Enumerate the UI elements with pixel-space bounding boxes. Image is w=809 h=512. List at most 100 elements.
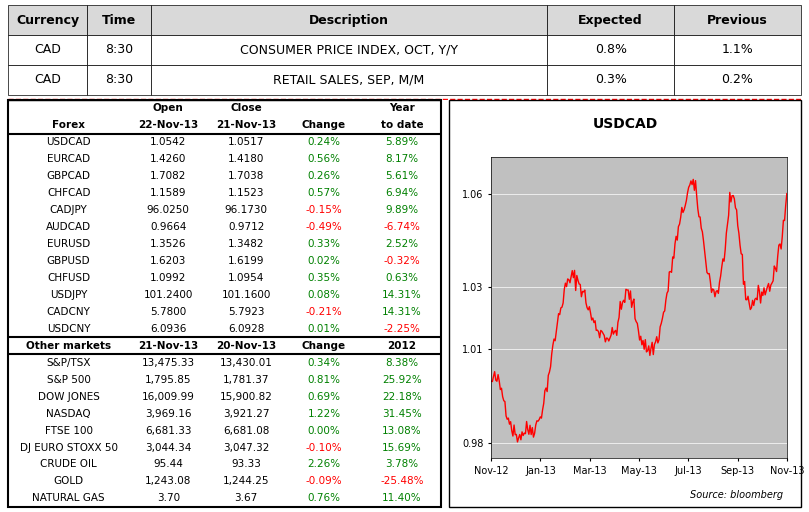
Text: 20-Nov-13: 20-Nov-13 [216, 341, 276, 351]
FancyBboxPatch shape [129, 456, 207, 473]
FancyBboxPatch shape [285, 321, 363, 337]
Text: 1.1%: 1.1% [722, 44, 753, 56]
Text: CONSUMER PRICE INDEX, OCT, Y/Y: CONSUMER PRICE INDEX, OCT, Y/Y [240, 44, 458, 56]
Text: 2012: 2012 [388, 341, 417, 351]
Text: 101.2400: 101.2400 [143, 290, 193, 300]
Text: 13,430.01: 13,430.01 [220, 358, 273, 368]
Text: 11.40%: 11.40% [382, 494, 421, 503]
Text: CAD: CAD [34, 73, 61, 87]
Text: CAD: CAD [34, 44, 61, 56]
Text: 22.18%: 22.18% [382, 392, 421, 401]
Text: 8:30: 8:30 [105, 44, 133, 56]
FancyBboxPatch shape [8, 168, 129, 185]
FancyBboxPatch shape [363, 337, 441, 354]
FancyBboxPatch shape [285, 269, 363, 286]
FancyBboxPatch shape [207, 134, 285, 151]
Text: GBPUSD: GBPUSD [47, 256, 91, 266]
FancyBboxPatch shape [87, 35, 150, 65]
FancyBboxPatch shape [207, 490, 285, 507]
Text: Change: Change [302, 120, 346, 130]
FancyBboxPatch shape [8, 388, 129, 405]
FancyBboxPatch shape [129, 202, 207, 219]
Text: 9.89%: 9.89% [385, 205, 418, 215]
FancyBboxPatch shape [285, 473, 363, 490]
FancyBboxPatch shape [674, 65, 801, 95]
Text: Time: Time [102, 13, 136, 27]
Text: Change: Change [302, 341, 346, 351]
Text: NASDAQ: NASDAQ [46, 409, 91, 419]
FancyBboxPatch shape [285, 236, 363, 252]
FancyBboxPatch shape [363, 388, 441, 405]
Text: 0.02%: 0.02% [307, 256, 341, 266]
Text: DJ EURO STOXX 50: DJ EURO STOXX 50 [19, 442, 117, 453]
FancyBboxPatch shape [8, 100, 129, 117]
FancyBboxPatch shape [8, 473, 129, 490]
FancyBboxPatch shape [207, 337, 285, 354]
Text: 95.44: 95.44 [153, 459, 183, 470]
Text: Forex: Forex [53, 120, 85, 130]
FancyBboxPatch shape [207, 354, 285, 371]
FancyBboxPatch shape [129, 490, 207, 507]
FancyBboxPatch shape [207, 439, 285, 456]
FancyBboxPatch shape [207, 219, 285, 236]
Text: 0.2%: 0.2% [722, 73, 753, 87]
FancyBboxPatch shape [363, 269, 441, 286]
Text: 3,044.34: 3,044.34 [145, 442, 192, 453]
Text: 8.17%: 8.17% [385, 154, 418, 164]
Text: Open: Open [153, 103, 184, 113]
FancyBboxPatch shape [363, 202, 441, 219]
Text: CADCNY: CADCNY [47, 307, 91, 317]
Text: 1.6203: 1.6203 [150, 256, 186, 266]
FancyBboxPatch shape [207, 151, 285, 168]
Text: 21-Nov-13: 21-Nov-13 [138, 341, 198, 351]
FancyBboxPatch shape [129, 117, 207, 134]
FancyBboxPatch shape [547, 35, 674, 65]
Text: 1.7038: 1.7038 [228, 171, 265, 181]
FancyBboxPatch shape [285, 388, 363, 405]
Text: S&P 500: S&P 500 [47, 375, 91, 385]
FancyBboxPatch shape [207, 371, 285, 388]
Text: -0.49%: -0.49% [306, 222, 342, 232]
Text: EURUSD: EURUSD [47, 239, 91, 249]
Text: 13.08%: 13.08% [382, 425, 421, 436]
Text: 1.1589: 1.1589 [150, 188, 187, 198]
Text: 1,244.25: 1,244.25 [223, 477, 269, 486]
Text: 1,243.08: 1,243.08 [145, 477, 192, 486]
FancyBboxPatch shape [207, 303, 285, 321]
FancyBboxPatch shape [363, 185, 441, 202]
Text: to date: to date [381, 120, 423, 130]
FancyBboxPatch shape [285, 252, 363, 269]
FancyBboxPatch shape [207, 405, 285, 422]
FancyBboxPatch shape [285, 490, 363, 507]
Text: 0.26%: 0.26% [307, 171, 341, 181]
FancyBboxPatch shape [207, 269, 285, 286]
Text: 1.3526: 1.3526 [150, 239, 187, 249]
Text: -6.74%: -6.74% [383, 222, 421, 232]
FancyBboxPatch shape [129, 219, 207, 236]
Text: 3,047.32: 3,047.32 [223, 442, 269, 453]
FancyBboxPatch shape [363, 456, 441, 473]
Text: 6.94%: 6.94% [385, 188, 418, 198]
FancyBboxPatch shape [8, 5, 87, 35]
FancyBboxPatch shape [363, 236, 441, 252]
FancyBboxPatch shape [129, 100, 207, 117]
Text: 1.3482: 1.3482 [228, 239, 265, 249]
FancyBboxPatch shape [129, 337, 207, 354]
FancyBboxPatch shape [8, 337, 129, 354]
FancyBboxPatch shape [129, 473, 207, 490]
Text: 0.81%: 0.81% [307, 375, 341, 385]
Text: 1.0517: 1.0517 [228, 137, 265, 147]
FancyBboxPatch shape [87, 65, 150, 95]
Text: 0.69%: 0.69% [307, 392, 341, 401]
FancyBboxPatch shape [547, 65, 674, 95]
FancyBboxPatch shape [129, 236, 207, 252]
Text: 1.0954: 1.0954 [228, 273, 265, 283]
Text: 1.22%: 1.22% [307, 409, 341, 419]
Text: 31.45%: 31.45% [382, 409, 421, 419]
Text: 1.0542: 1.0542 [150, 137, 186, 147]
FancyBboxPatch shape [285, 456, 363, 473]
FancyBboxPatch shape [449, 100, 801, 507]
FancyBboxPatch shape [285, 371, 363, 388]
FancyBboxPatch shape [207, 473, 285, 490]
Text: 14.31%: 14.31% [382, 307, 421, 317]
